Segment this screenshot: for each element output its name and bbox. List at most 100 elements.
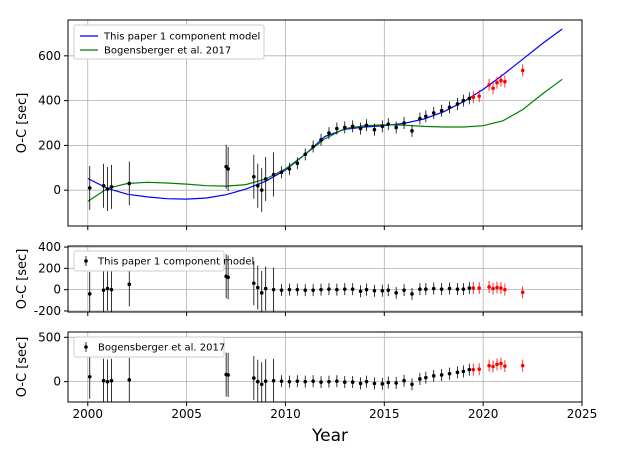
obs-point [455,102,460,106]
new-point [491,364,495,369]
obs-point [101,288,106,292]
y-tick-label: 0 [53,283,61,297]
legend-box [73,336,225,358]
obs-point [255,183,260,188]
x-tick-label: 2025 [567,407,598,421]
new-point [503,79,507,84]
new-point [471,286,476,290]
obs-point [327,287,331,291]
new-point [520,363,525,368]
obs-point [424,287,428,291]
obs-point [226,275,230,280]
axes-frame [67,19,583,227]
obs-point [461,369,466,374]
obs-point [311,288,315,292]
obs-point [259,382,264,387]
bottom-panel: 0 500 2000 2005 2010 2015 2020 2025 O-C [sec] Bog… [15,330,597,421]
obs-point [127,181,132,186]
axes-frame [67,331,583,403]
obs-point [263,286,268,291]
obs-point [439,373,444,377]
new-point [520,68,525,73]
y-tick-label: 0 [53,375,61,389]
obs-point [127,378,132,382]
series-line-0 [87,28,563,200]
obs-point [101,183,106,188]
obs-point [342,125,347,130]
new-point [477,94,482,98]
x-tick-label: 2005 [171,407,202,421]
y-axis-label: O-C [sec] [15,93,30,154]
obs-point [255,285,260,290]
obs-point [259,188,264,192]
new-point [499,78,503,83]
obs-point [402,121,406,125]
obs-point [319,287,323,292]
obs-point [402,288,406,292]
top-panel: 0 200 400 600 O-C [sec] This paper 1 componen… [15,19,583,230]
legend: This paper 1 component model Bogensberger… [73,24,265,60]
obs-point [263,379,268,383]
new-point [499,361,503,366]
obs-point [394,381,398,385]
obs-point [311,379,315,383]
obs-point [279,288,284,292]
new-point [477,367,482,372]
obs-point [279,379,284,383]
obs-point [455,287,460,291]
obs-point [386,288,391,292]
obs-point [342,287,347,291]
obs-point [105,187,110,191]
obs-point [287,167,292,171]
obs-point [127,282,132,287]
y-tick-label: 200 [38,261,61,275]
obs-point [109,378,114,383]
obs-point [410,129,414,133]
legend-swatch-point [84,259,88,263]
obs-point [259,291,264,295]
new-point [487,285,491,289]
obs-point [109,185,114,189]
obs-point [447,371,452,376]
obs-point [327,379,331,384]
x-tick-label: 2010 [270,407,301,421]
obs-point [461,287,466,291]
legend-box [73,24,265,60]
obs-point [342,380,347,384]
new-point [487,363,491,368]
obs-point [372,127,377,132]
y-tick-label: 500 [38,330,61,344]
obs-point [303,288,308,292]
obs-point [447,286,452,291]
obs-point [358,381,363,386]
obs-point [380,382,385,386]
obs-point [303,379,308,384]
obs-point [263,177,268,181]
obs-point [364,379,369,384]
obs-point [431,374,436,378]
obs-point [372,381,377,386]
obs-point [386,380,391,385]
new-point [503,287,507,292]
obs-point [295,287,300,292]
obs-point [319,137,323,142]
obs-point [287,287,292,292]
y-tick-label: 0 [53,183,61,197]
obs-point [287,379,292,384]
obs-point [271,172,276,177]
obs-point [467,286,472,290]
obs-point [467,96,472,101]
obs-point [372,288,377,293]
legend-label: Bogensberger et al. 2017 [98,343,225,354]
obs-point [350,380,355,384]
obs-point [327,131,331,135]
obs-point [455,370,460,375]
obs-point [295,379,300,383]
y-tick-label: 400 [38,94,61,108]
obs-point [380,288,385,293]
obs-point [335,379,339,383]
obs-point [431,286,436,291]
new-point [491,86,495,91]
x-tick-label: 2020 [468,407,499,421]
obs-point [271,287,276,292]
